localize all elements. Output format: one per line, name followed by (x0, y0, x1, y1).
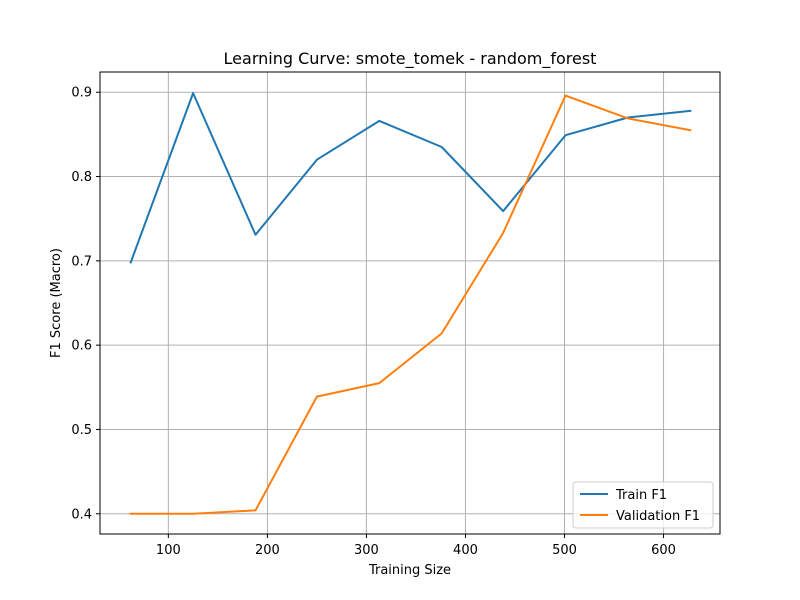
x-tick-label: 300 (354, 543, 379, 558)
validation-f1-line (129, 94, 692, 515)
plot-series (129, 92, 692, 515)
legend-label-validation: Validation F1 (616, 509, 700, 524)
y-tick-label: 0.9 (71, 86, 92, 101)
legend-label-train: Train F1 (615, 488, 667, 503)
y-tick-label: 0.8 (71, 170, 92, 185)
x-tick-label: 400 (453, 543, 478, 558)
y-axis-label: F1 Score (Macro) (49, 248, 64, 358)
x-tick-label: 200 (255, 543, 280, 558)
grid (100, 72, 720, 534)
y-tick-label: 0.6 (71, 339, 92, 354)
x-axis-label: Training Size (368, 563, 451, 578)
y-tick-label: 0.5 (71, 423, 92, 438)
chart-title: Learning Curve: smote_tomek - random_for… (224, 49, 597, 69)
x-tick-label: 500 (552, 543, 577, 558)
axis-ticks: 100 200 300 400 500 600 0.4 0.5 0.6 0.7 0.8 0.9 (71, 86, 676, 558)
x-tick-label: 600 (651, 543, 676, 558)
y-tick-label: 0.7 (71, 254, 92, 269)
y-tick-label: 0.4 (71, 507, 92, 522)
train-f1-line (129, 92, 692, 264)
legend: Train F1 Validation F1 (572, 481, 714, 529)
x-tick-label: 100 (156, 543, 181, 558)
plot-frame (99, 71, 721, 535)
